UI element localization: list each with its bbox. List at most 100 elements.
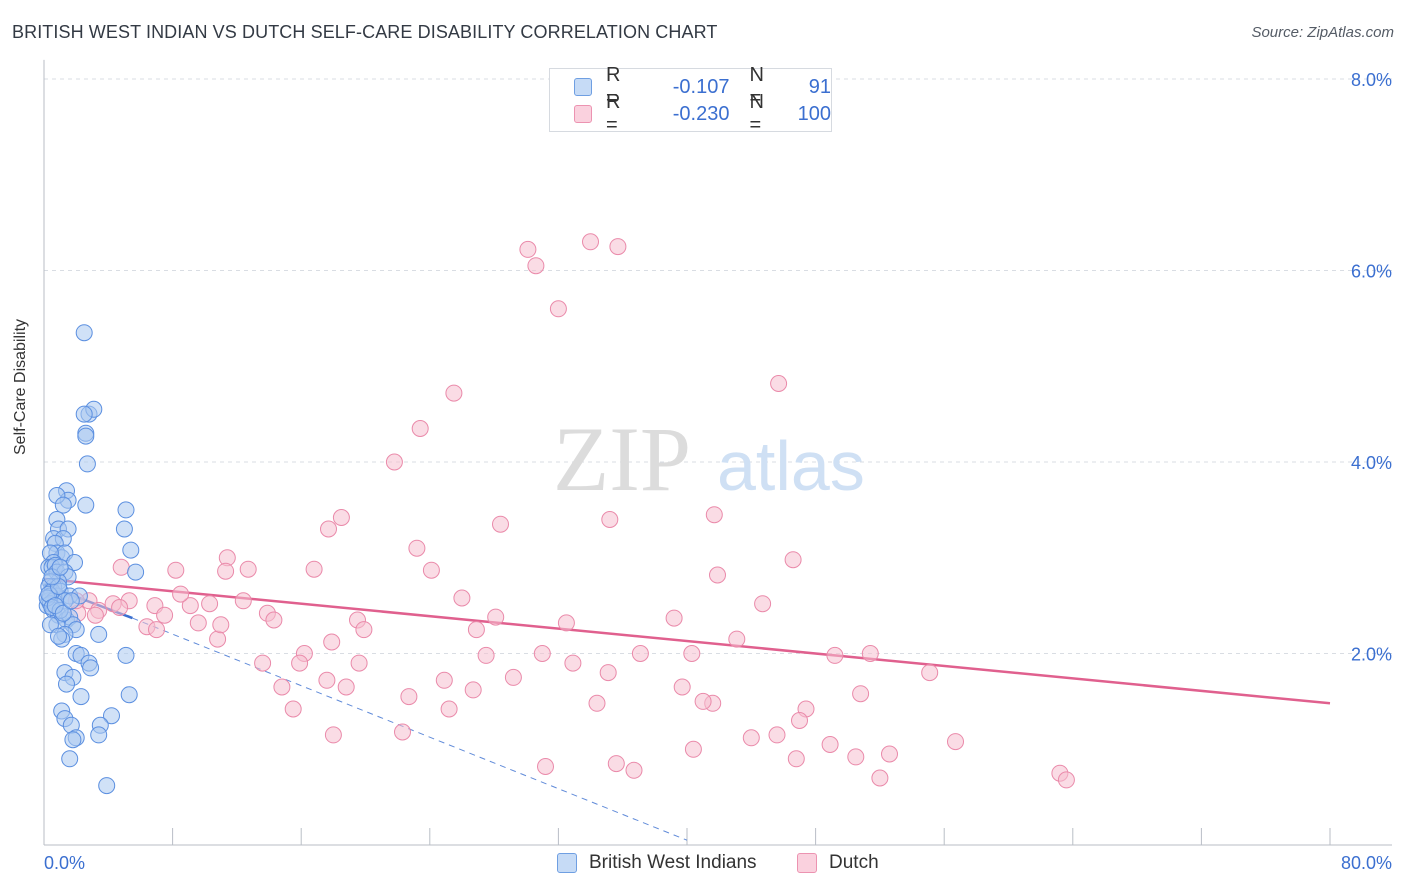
pink-point <box>599 664 617 682</box>
legend-r-value: -0.107 <box>672 75 730 98</box>
pink-point <box>332 509 350 526</box>
series-name: Dutch <box>829 852 879 873</box>
pink-point <box>265 611 283 629</box>
blue-point <box>41 616 59 634</box>
pink-point <box>411 420 429 437</box>
blue-point <box>115 520 133 538</box>
blue-point <box>64 731 82 749</box>
pink-point <box>609 238 627 256</box>
pink-point <box>201 595 219 613</box>
pink-point <box>705 506 723 524</box>
blue-point <box>62 592 80 610</box>
pink-point <box>435 671 453 689</box>
pink-point <box>337 678 355 696</box>
pink-point <box>477 646 495 664</box>
y-tick-label: 6.0% <box>1351 262 1392 282</box>
y-axis-label: Self-Care Disability <box>12 318 29 455</box>
pink-point <box>464 681 482 699</box>
pink-point <box>254 654 272 672</box>
blue-point <box>54 496 72 514</box>
pink-point <box>320 520 337 538</box>
pink-point <box>847 748 865 766</box>
pink-point <box>167 561 185 579</box>
legend-r-label: R = <box>605 91 621 136</box>
y-tick-label: 2.0% <box>1351 645 1392 665</box>
pink-point <box>742 729 760 747</box>
blue-point <box>127 563 145 581</box>
legend-n-label: N = <box>749 64 764 109</box>
pink-point <box>588 694 606 712</box>
legend-row-british-west-indians: R = -0.107 N = 91 <box>574 64 831 109</box>
pink-point <box>239 560 257 578</box>
pink-point <box>852 685 870 703</box>
pink-point <box>492 515 509 533</box>
pink-point <box>871 769 889 787</box>
pink-point <box>787 750 805 768</box>
pink-point <box>323 633 341 651</box>
blue-point <box>120 686 138 704</box>
pink-point <box>527 257 545 275</box>
source-credit: Source: ZipAtlas.com <box>1251 24 1394 41</box>
pink-point <box>631 645 649 662</box>
legend-r-value: -0.230 <box>672 102 730 125</box>
pink-point <box>234 592 252 610</box>
watermark-zip: ZIP <box>553 408 691 510</box>
pink-point <box>453 589 471 607</box>
pink-point <box>212 616 230 634</box>
blue-point <box>75 405 93 423</box>
x-tick-label: 0.0% <box>44 853 85 873</box>
legend-swatch-blue <box>574 78 592 96</box>
blue-point <box>77 496 95 514</box>
pink-point <box>422 561 440 579</box>
pink-point <box>148 621 165 639</box>
pink-point <box>564 654 582 672</box>
pink-point <box>826 646 844 664</box>
trend-lines <box>43 577 1331 841</box>
pink-point <box>791 712 808 729</box>
pink-point <box>665 609 683 627</box>
legend-n-value: 91 <box>808 75 831 98</box>
legend-n-label: N = <box>749 91 764 136</box>
series-swatch-blue <box>557 853 577 873</box>
pink-point <box>324 726 342 744</box>
legend-n-value: 100 <box>797 102 831 125</box>
blue-point <box>103 707 120 725</box>
series-swatch-pink <box>797 853 817 873</box>
pink-point <box>86 606 104 624</box>
pink-point <box>683 645 701 662</box>
blue-point <box>90 726 108 744</box>
pink-point <box>728 630 746 648</box>
y-tick-label: 4.0% <box>1351 453 1392 473</box>
pink-point <box>549 300 567 318</box>
blue-point <box>90 625 108 643</box>
legend-row-dutch: R = -0.230 N = 100 <box>574 91 831 136</box>
pink-point <box>355 621 373 639</box>
pink-point <box>350 654 368 672</box>
axes <box>43 59 1392 846</box>
pink-point <box>582 233 599 251</box>
pink-point <box>172 585 190 603</box>
pink-point <box>284 700 302 718</box>
pink-point <box>189 614 207 632</box>
blue-point <box>82 659 100 677</box>
tick-labels: 2.0% 4.0% 6.0% 8.0% 0.0% 80.0% <box>44 70 1392 873</box>
pink-point <box>607 755 625 773</box>
pink-point <box>694 692 712 710</box>
pink-point <box>709 566 726 584</box>
data-points <box>38 233 1075 795</box>
blue-point <box>54 604 72 622</box>
pink-point <box>533 645 551 662</box>
pink-point <box>1057 771 1075 789</box>
pink-point <box>519 240 537 258</box>
blue-point <box>78 455 96 473</box>
pink-point <box>318 671 336 689</box>
watermark-atlas: atlas <box>717 427 865 505</box>
pink-point <box>821 736 839 753</box>
blue-point <box>72 688 90 706</box>
pink-point <box>673 678 691 696</box>
series-name: British West Indians <box>589 852 757 873</box>
pink-point <box>557 614 575 632</box>
pink-point <box>217 562 235 580</box>
series-legend-british-west-indians: British West Indians <box>557 852 757 874</box>
pink-point <box>440 700 458 718</box>
